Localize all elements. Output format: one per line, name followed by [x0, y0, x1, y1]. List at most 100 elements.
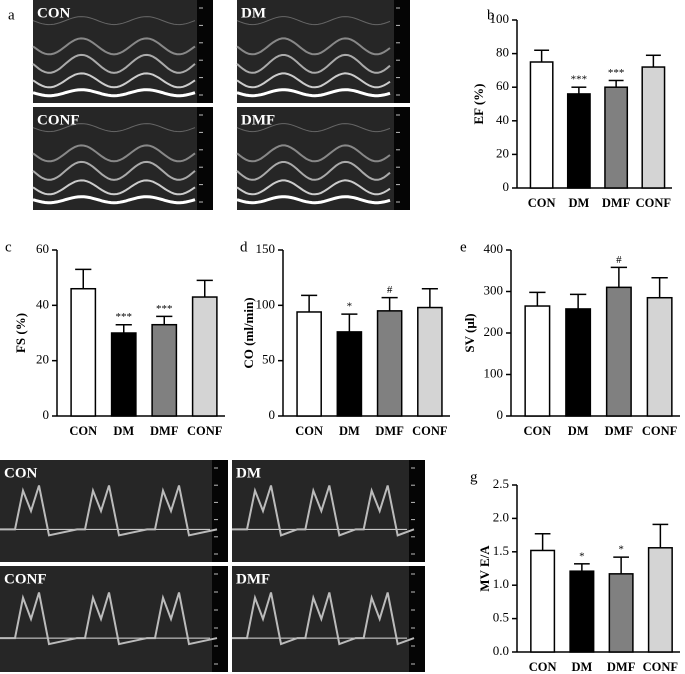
bar [151, 323, 178, 417]
y-axis-label: MV E/A [477, 545, 492, 592]
tissue-band [32, 16, 196, 26]
bar [604, 86, 629, 189]
tissue-band [236, 53, 391, 74]
x-tick-label: CONF [636, 196, 672, 210]
bar [641, 66, 666, 189]
y-tick-label: 0.5 [493, 610, 509, 625]
bar [296, 311, 322, 417]
ultrasound-image [236, 107, 410, 210]
image-label: DM [241, 5, 266, 21]
y-tick-label: 1.0 [493, 576, 509, 591]
tissue-band [32, 195, 196, 205]
tissue-band [236, 88, 391, 98]
y-tick-label: 40 [496, 112, 509, 127]
y-tick-label: 2.5 [493, 476, 509, 491]
tissue-band [236, 195, 391, 205]
x-tick-label: CON [295, 424, 323, 438]
panel-letter: g [470, 469, 478, 485]
ultrasound-image [32, 107, 213, 210]
y-tick-label: 0.0 [493, 643, 509, 658]
tissue-band [236, 16, 391, 26]
x-tick-label: DMF [607, 660, 636, 674]
ultrasound-image [0, 460, 228, 562]
bar [336, 331, 363, 417]
x-tick-label: DMF [602, 196, 631, 210]
x-tick-label: CON [529, 660, 557, 674]
y-tick-label: 60 [36, 241, 49, 256]
bar [646, 296, 673, 417]
y-tick-label: 60 [496, 78, 509, 93]
y-tick-label: 0 [503, 179, 510, 194]
tissue-band [32, 179, 196, 196]
y-tick-label: 40 [36, 296, 49, 311]
scale-strip [394, 0, 410, 103]
y-tick-label: 80 [496, 45, 509, 60]
x-tick-label: DM [571, 660, 592, 674]
y-tick-label: 1.5 [493, 543, 509, 558]
image-label: DMF [241, 112, 275, 128]
tissue-band [236, 72, 391, 89]
y-tick-label: 100 [484, 365, 504, 380]
scale-strip [409, 566, 425, 672]
tissue-band [32, 53, 196, 74]
significance-mark: # [387, 284, 393, 296]
x-tick-label: CON [528, 196, 556, 210]
y-tick-label: 50 [262, 352, 275, 367]
doppler-trace [232, 592, 415, 646]
tissue-band [236, 37, 391, 56]
bar [376, 310, 403, 417]
image-label: CON [4, 465, 38, 481]
y-tick-label: 2.0 [493, 509, 509, 524]
x-tick-label: DMF [150, 424, 179, 438]
y-tick-label: 0 [497, 407, 504, 422]
tissue-band [32, 88, 196, 98]
x-tick-label: DM [568, 424, 589, 438]
bar [530, 549, 556, 653]
y-tick-label: 300 [484, 282, 504, 297]
bar [569, 570, 595, 653]
significance-mark: *** [116, 311, 133, 323]
significance-mark: * [579, 550, 585, 562]
y-tick-label: 100 [256, 296, 276, 311]
significance-mark: * [618, 544, 624, 556]
panel-letter: d [240, 239, 248, 255]
panel-letter: b [487, 7, 495, 23]
scale-strip [212, 566, 228, 672]
significance-mark: # [616, 254, 622, 266]
x-tick-label: CONF [642, 424, 678, 438]
tissue-band [32, 123, 196, 133]
tissue-band [32, 160, 196, 181]
ultrasound-image [0, 566, 228, 672]
image-label: DM [236, 465, 261, 481]
y-axis-label: CO (ml/min) [241, 297, 256, 368]
x-tick-label: DM [339, 424, 360, 438]
tissue-band [32, 37, 196, 56]
y-axis-label: FS (%) [13, 313, 28, 353]
significance-mark: * [347, 301, 353, 313]
ultrasound-image [32, 0, 213, 103]
scale-strip [212, 460, 228, 562]
tissue-band [236, 123, 391, 133]
ultrasound-image [232, 566, 425, 672]
y-tick-label: 100 [490, 11, 510, 26]
image-label: CONF [4, 571, 47, 587]
y-tick-label: 400 [484, 241, 504, 256]
scale-strip [409, 460, 425, 562]
image-label: CONF [37, 112, 80, 128]
ultrasound-image [236, 0, 410, 103]
y-axis-label: SV (μl) [462, 313, 477, 352]
image-label: CON [37, 5, 71, 21]
y-tick-label: 20 [36, 352, 49, 367]
doppler-trace [232, 485, 415, 537]
panel-letter: e [460, 239, 467, 255]
bar [191, 296, 218, 417]
panel-letter: c [5, 239, 12, 255]
bar [608, 573, 634, 653]
x-tick-label: CONF [643, 660, 679, 674]
bar [647, 547, 673, 653]
x-tick-label: CON [69, 424, 97, 438]
scale-strip [197, 107, 213, 210]
y-tick-label: 0 [269, 407, 276, 422]
bar [70, 287, 97, 417]
